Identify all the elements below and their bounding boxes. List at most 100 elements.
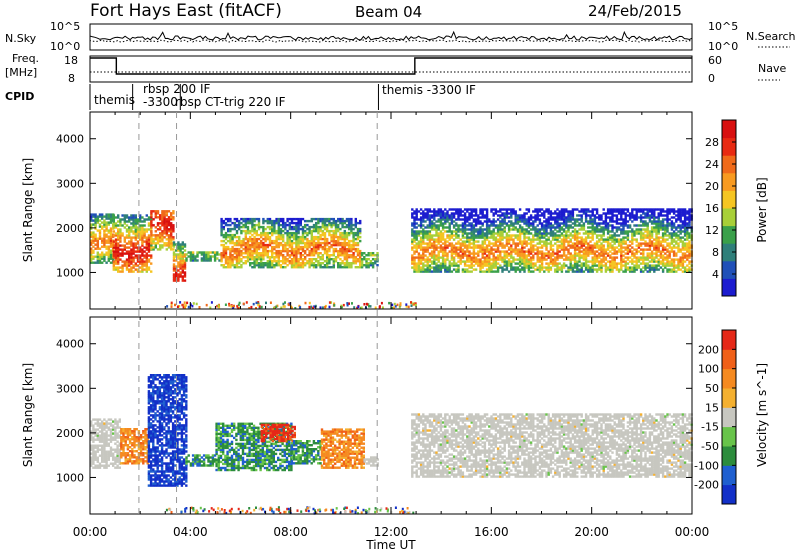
data-cell: [181, 241, 184, 244]
data-cell: [306, 262, 309, 265]
data-cell: [242, 239, 245, 243]
data-cell: [628, 218, 632, 221]
data-cell: [317, 254, 320, 257]
data-cell: [560, 240, 564, 243]
data-cell: [455, 268, 458, 271]
data-cell: [317, 235, 320, 239]
data-cell: [512, 210, 515, 213]
data-cell: [448, 224, 451, 227]
data-cell: [474, 228, 478, 231]
data-cell: [422, 218, 425, 221]
data-cell: [578, 210, 581, 213]
data-cell: [521, 220, 524, 223]
data-cell: [117, 254, 120, 257]
data-cell: [468, 224, 471, 227]
data-cell: [428, 252, 432, 255]
data-cell: [582, 222, 586, 225]
data-cell: [299, 256, 302, 259]
data-cell: [277, 252, 280, 255]
data-cell: [317, 239, 320, 243]
data-cell: [516, 250, 520, 253]
data-cell: [626, 214, 630, 217]
data-cell: [549, 216, 553, 219]
data-cell: [277, 260, 280, 263]
data-cell: [459, 248, 462, 251]
data-cell: [260, 262, 263, 265]
data-cell: [481, 250, 484, 253]
data-cell: [119, 254, 122, 257]
data-cell: [485, 214, 489, 217]
data-cell: [670, 246, 674, 249]
data-cell: [419, 222, 423, 225]
data-cell: [290, 249, 294, 253]
data-cell: [141, 244, 144, 247]
data-cell: [529, 222, 533, 225]
data-cell: [604, 224, 608, 227]
data-cell: [433, 208, 436, 211]
data-cell: [426, 258, 429, 261]
data-cell: [271, 266, 274, 269]
data-cell: [494, 242, 498, 245]
data-cell: [538, 240, 542, 243]
data-cell: [277, 219, 280, 223]
data-cell: [435, 228, 438, 231]
data-cell: [96, 219, 99, 222]
data-cell: [492, 212, 495, 215]
data-cell: [246, 219, 250, 223]
data-cell: [631, 240, 634, 243]
data-cell: [107, 247, 110, 250]
data-cell: [644, 216, 647, 219]
data-cell: [609, 216, 612, 219]
data-cell: [130, 226, 133, 229]
data-cell: [114, 232, 118, 235]
data-cell: [424, 270, 427, 273]
data-cell: [582, 224, 586, 227]
data-cell: [114, 262, 118, 265]
data-cell: [277, 241, 280, 245]
data-cell: [238, 219, 241, 223]
data-cell: [257, 258, 261, 261]
data-cell: [501, 246, 504, 249]
data-cell: [639, 248, 643, 251]
data-cell: [343, 235, 346, 239]
data-cell: [595, 256, 599, 259]
data-cell: [688, 244, 691, 247]
data-cell: [310, 260, 313, 263]
data-cell: [589, 222, 592, 225]
data-cell: [527, 262, 531, 265]
data-cell: [666, 208, 669, 211]
data-cell: [105, 213, 108, 216]
data-cell: [255, 223, 258, 227]
data-cell: [534, 214, 537, 217]
data-cell: [450, 258, 454, 261]
data-cell: [348, 231, 351, 235]
data-cell: [639, 238, 643, 241]
data-cell: [646, 262, 649, 265]
data-cell: [551, 262, 555, 265]
data-cell: [172, 267, 176, 270]
data-cell: [301, 249, 305, 253]
data-cell: [466, 244, 469, 247]
data-cell: [134, 262, 137, 265]
data-cell: [299, 237, 302, 241]
data-cell: [620, 252, 623, 255]
data-cell: [461, 234, 465, 237]
data-cell: [350, 243, 353, 247]
data-cell: [251, 245, 254, 249]
data-cell: [620, 256, 623, 259]
data-cell: [337, 225, 340, 229]
data-cell: [679, 220, 682, 223]
data-cell: [499, 250, 502, 253]
data-cell: [582, 252, 586, 255]
data-cell: [348, 256, 351, 259]
data-cell: [424, 220, 427, 223]
data-cell: [183, 271, 187, 274]
data-cell: [117, 236, 120, 239]
data-cell: [459, 258, 462, 261]
data-cell: [437, 208, 440, 211]
data-cell: [543, 214, 546, 217]
data-cell: [655, 252, 658, 255]
data-cell: [492, 236, 495, 239]
data-cell: [332, 249, 335, 253]
data-cell: [90, 219, 93, 222]
